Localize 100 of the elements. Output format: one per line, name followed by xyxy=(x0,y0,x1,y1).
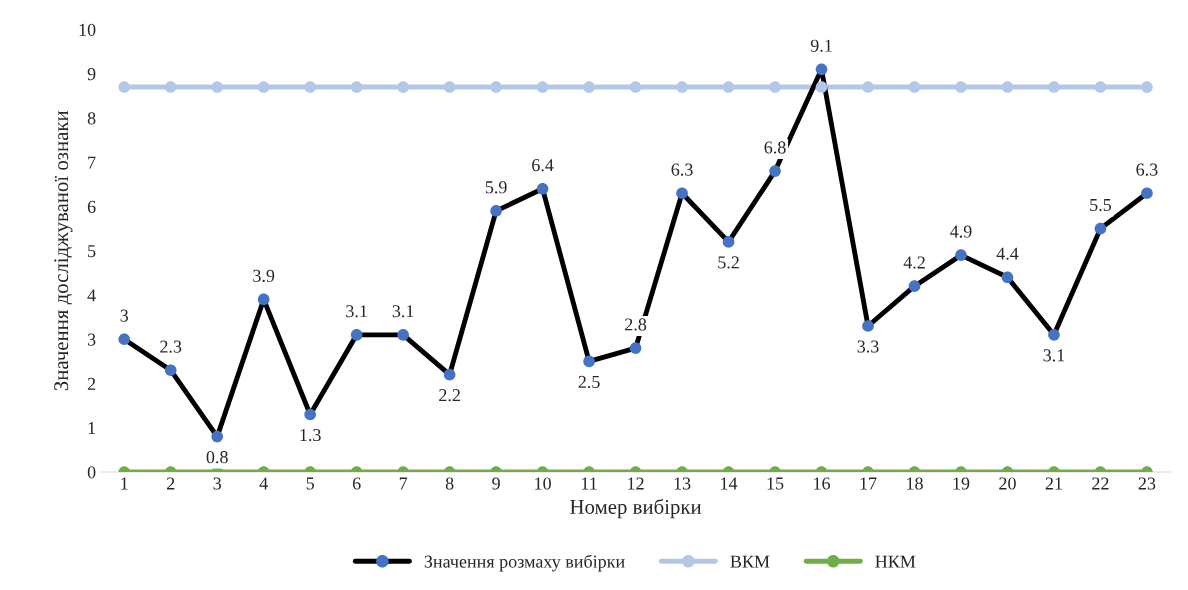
data-label: 2.8 xyxy=(625,318,647,331)
data-label: 2.5 xyxy=(578,375,600,389)
point xyxy=(536,81,549,93)
data-label: 5.9 xyxy=(485,181,507,194)
data-label: 2.2 xyxy=(439,389,460,402)
point xyxy=(490,205,502,217)
x-tick-label: 11 xyxy=(581,477,597,490)
x-tick-label: 4 xyxy=(259,477,268,490)
point xyxy=(583,81,595,93)
data-label: 6.3 xyxy=(671,163,693,176)
point xyxy=(490,81,502,93)
point xyxy=(1001,271,1014,284)
data-label: 4.2 xyxy=(903,256,925,269)
legend-label: Значення розмаху вибірки xyxy=(424,554,625,572)
point xyxy=(769,81,781,93)
point xyxy=(676,187,688,200)
point xyxy=(815,81,828,93)
point xyxy=(118,333,131,346)
data-label: 9.1 xyxy=(810,39,832,52)
point xyxy=(350,81,363,93)
point xyxy=(1141,187,1153,200)
data-label: 6.3 xyxy=(1136,163,1158,176)
x-axis-title: Номер вибірки xyxy=(570,498,702,519)
x-tick-label: 19 xyxy=(953,477,970,490)
x-tick-label: 10 xyxy=(535,477,551,490)
x-tick-label: 7 xyxy=(399,477,408,490)
point xyxy=(443,81,456,93)
point xyxy=(1001,81,1014,93)
data-label: 3.3 xyxy=(857,340,879,353)
data-label: 5.5 xyxy=(1090,199,1112,212)
point xyxy=(1141,81,1153,93)
x-tick-label: 3 xyxy=(213,477,222,490)
x-tick-label: 16 xyxy=(814,477,831,490)
point xyxy=(722,81,735,93)
x-tick-label: 20 xyxy=(999,477,1016,490)
point xyxy=(397,329,409,341)
y-tick-label: 3 xyxy=(87,333,96,346)
y-axis-title: Значення досліджуваної ознаки xyxy=(54,110,73,391)
y-tick-label: 5 xyxy=(88,245,96,258)
x-tick-label: 1 xyxy=(121,477,128,490)
x-tick-label: 22 xyxy=(1092,477,1109,490)
point xyxy=(862,320,874,332)
x-tick-label: 9 xyxy=(492,477,500,490)
point xyxy=(1094,81,1107,93)
point xyxy=(257,293,270,306)
data-label: 1.3 xyxy=(300,428,321,442)
point xyxy=(211,81,224,93)
data-label: 4.4 xyxy=(996,247,1019,260)
x-tick-label: 8 xyxy=(445,477,454,490)
data-label: 6.8 xyxy=(764,141,786,154)
y-tick-label: 6 xyxy=(87,200,96,213)
point xyxy=(397,81,409,93)
x-tick-label: 12 xyxy=(628,477,644,490)
point xyxy=(862,81,874,93)
point xyxy=(722,236,735,248)
x-tick-label: 2 xyxy=(166,477,175,490)
y-tick-label: 1 xyxy=(88,422,96,435)
y-tick-label: 10 xyxy=(79,23,96,36)
point xyxy=(1048,81,1060,93)
data-label: 2.3 xyxy=(160,340,182,353)
x-tick-label: 15 xyxy=(767,477,784,490)
data-label: 0.8 xyxy=(206,451,228,464)
x-tick-label: 14 xyxy=(721,477,738,490)
data-label: 3 xyxy=(120,309,129,322)
y-tick-label: 2 xyxy=(87,377,96,390)
point xyxy=(815,63,828,76)
point xyxy=(1094,222,1107,235)
point xyxy=(1048,329,1060,341)
x-tick-label: 18 xyxy=(907,477,923,490)
x-tick-label: 17 xyxy=(860,477,877,490)
y-tick-label: 4 xyxy=(87,289,96,302)
data-label: 3.1 xyxy=(1043,349,1065,362)
x-tick-label: 23 xyxy=(1138,477,1156,490)
point xyxy=(350,329,363,341)
data-label: 4.9 xyxy=(950,225,972,238)
y-tick-label: 8 xyxy=(87,112,96,125)
legend-label: НКМ xyxy=(875,555,916,568)
point xyxy=(304,81,316,93)
point xyxy=(164,81,177,93)
data-label: 3.1 xyxy=(392,305,414,318)
point xyxy=(908,81,921,93)
y-tick-label: 0 xyxy=(87,466,96,479)
point xyxy=(583,355,595,368)
x-tick-label: 5 xyxy=(306,477,314,490)
y-tick-label: 7 xyxy=(88,156,96,169)
point xyxy=(443,368,456,381)
point xyxy=(118,81,131,93)
point xyxy=(908,280,921,292)
point xyxy=(955,249,967,261)
point xyxy=(536,182,549,195)
data-label: 6.4 xyxy=(532,159,554,172)
legend-label: ВКМ xyxy=(730,555,770,568)
data-label: 3.1 xyxy=(346,305,367,318)
x-tick-label: 6 xyxy=(352,477,361,490)
data-label: 3.9 xyxy=(253,269,275,282)
data-label: 5.2 xyxy=(718,256,739,269)
y-tick-label: 9 xyxy=(87,68,96,81)
point xyxy=(629,81,642,93)
x-tick-label: 21 xyxy=(1045,477,1062,490)
point xyxy=(676,81,688,93)
